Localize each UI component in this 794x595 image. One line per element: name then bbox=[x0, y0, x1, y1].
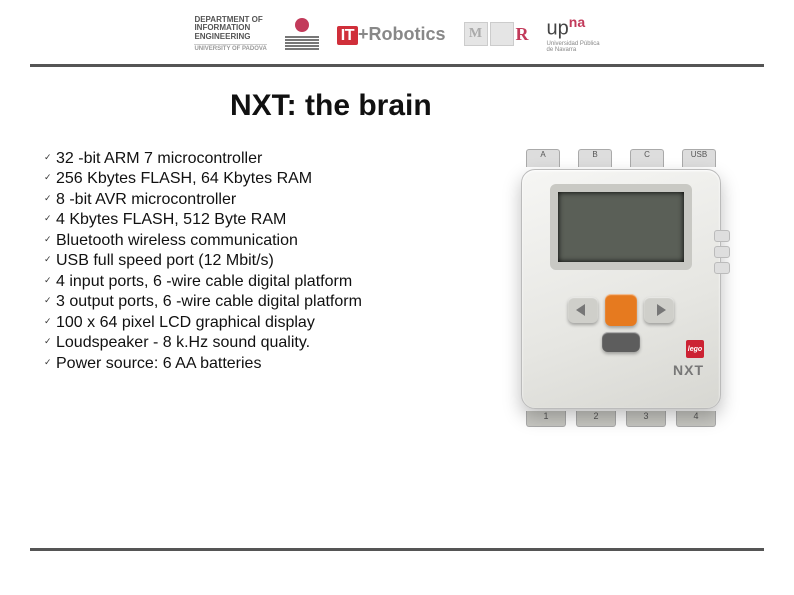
upna-sub1: Universidad Pública bbox=[547, 41, 600, 48]
arrow-right-icon bbox=[657, 304, 666, 316]
list-item: 32 -bit ARM 7 microcontroller bbox=[44, 149, 476, 169]
list-item: 4 Kbytes FLASH, 512 Byte RAM bbox=[44, 210, 476, 230]
plus-sign: + bbox=[358, 24, 369, 44]
ports-top: A B C USB bbox=[526, 149, 716, 167]
port-2: 2 bbox=[576, 411, 616, 427]
dei-line3: ENGINEERING bbox=[194, 33, 266, 42]
port-c: C bbox=[630, 149, 664, 167]
spec-list: 32 -bit ARM 7 microcontroller 256 Kbytes… bbox=[44, 149, 476, 374]
divider-bottom bbox=[30, 548, 764, 551]
logo-upna: upna Universidad Pública de Navarra bbox=[547, 14, 600, 54]
ports-bottom: 1 2 3 4 bbox=[526, 411, 716, 427]
upna-sub2: de Navarra bbox=[547, 47, 600, 54]
slide-title: NXT: the brain bbox=[230, 89, 794, 123]
list-item: 100 x 64 pixel LCD graphical display bbox=[44, 313, 476, 333]
list-item: 4 input ports, 6 -wire cable digital pla… bbox=[44, 272, 476, 292]
logo-dot-stripes bbox=[285, 18, 319, 50]
logo-itrobotics: IT+Robotics bbox=[337, 24, 446, 45]
list-item: Loudspeaker - 8 k.Hz sound quality. bbox=[44, 333, 476, 353]
logo-mrr: M R bbox=[464, 22, 529, 46]
divider-top bbox=[30, 64, 764, 67]
content-row: 32 -bit ARM 7 microcontroller 256 Kbytes… bbox=[0, 149, 794, 441]
port-3: 3 bbox=[626, 411, 666, 427]
logo-dei: DEPARTMENT OF INFORMATION ENGINEERING UN… bbox=[194, 16, 266, 53]
back-button bbox=[602, 332, 640, 352]
nxt-brand: NXT bbox=[673, 362, 704, 378]
port-b: B bbox=[578, 149, 612, 167]
list-item: Power source: 6 AA batteries bbox=[44, 354, 476, 374]
center-button bbox=[605, 294, 637, 326]
side-connector-icon bbox=[714, 230, 730, 274]
arrow-left-icon bbox=[576, 304, 585, 316]
robotics-word: Robotics bbox=[369, 24, 446, 44]
port-usb: USB bbox=[682, 149, 716, 167]
list-item: 256 Kbytes FLASH, 64 Kbytes RAM bbox=[44, 169, 476, 189]
header-logos: DEPARTMENT OF INFORMATION ENGINEERING UN… bbox=[0, 0, 794, 64]
mrr-blank bbox=[490, 22, 514, 46]
upna-na: na bbox=[569, 14, 585, 30]
dpad bbox=[556, 280, 686, 360]
upna-up: up bbox=[547, 18, 569, 40]
lego-badge: lego bbox=[686, 340, 704, 358]
stripes-icon bbox=[285, 36, 319, 50]
list-item: Bluetooth wireless communication bbox=[44, 231, 476, 251]
list-item: USB full speed port (12 Mbit/s) bbox=[44, 251, 476, 271]
port-4: 4 bbox=[676, 411, 716, 427]
nxt-brick: lego NXT bbox=[521, 169, 721, 409]
red-dot-icon bbox=[295, 18, 309, 32]
nxt-device-image: A B C USB lego NXT 1 2 3 4 bbox=[492, 149, 750, 441]
port-1: 1 bbox=[526, 411, 566, 427]
list-item: 3 output ports, 6 -wire cable digital pl… bbox=[44, 292, 476, 312]
it-box: IT bbox=[337, 26, 358, 45]
dei-sub: UNIVERSITY OF PADOVA bbox=[194, 44, 266, 53]
mrr-r: R bbox=[516, 24, 529, 45]
list-item: 8 -bit AVR microcontroller bbox=[44, 190, 476, 210]
mrr-m: M bbox=[464, 22, 488, 46]
lcd-screen bbox=[550, 184, 692, 270]
port-a: A bbox=[526, 149, 560, 167]
